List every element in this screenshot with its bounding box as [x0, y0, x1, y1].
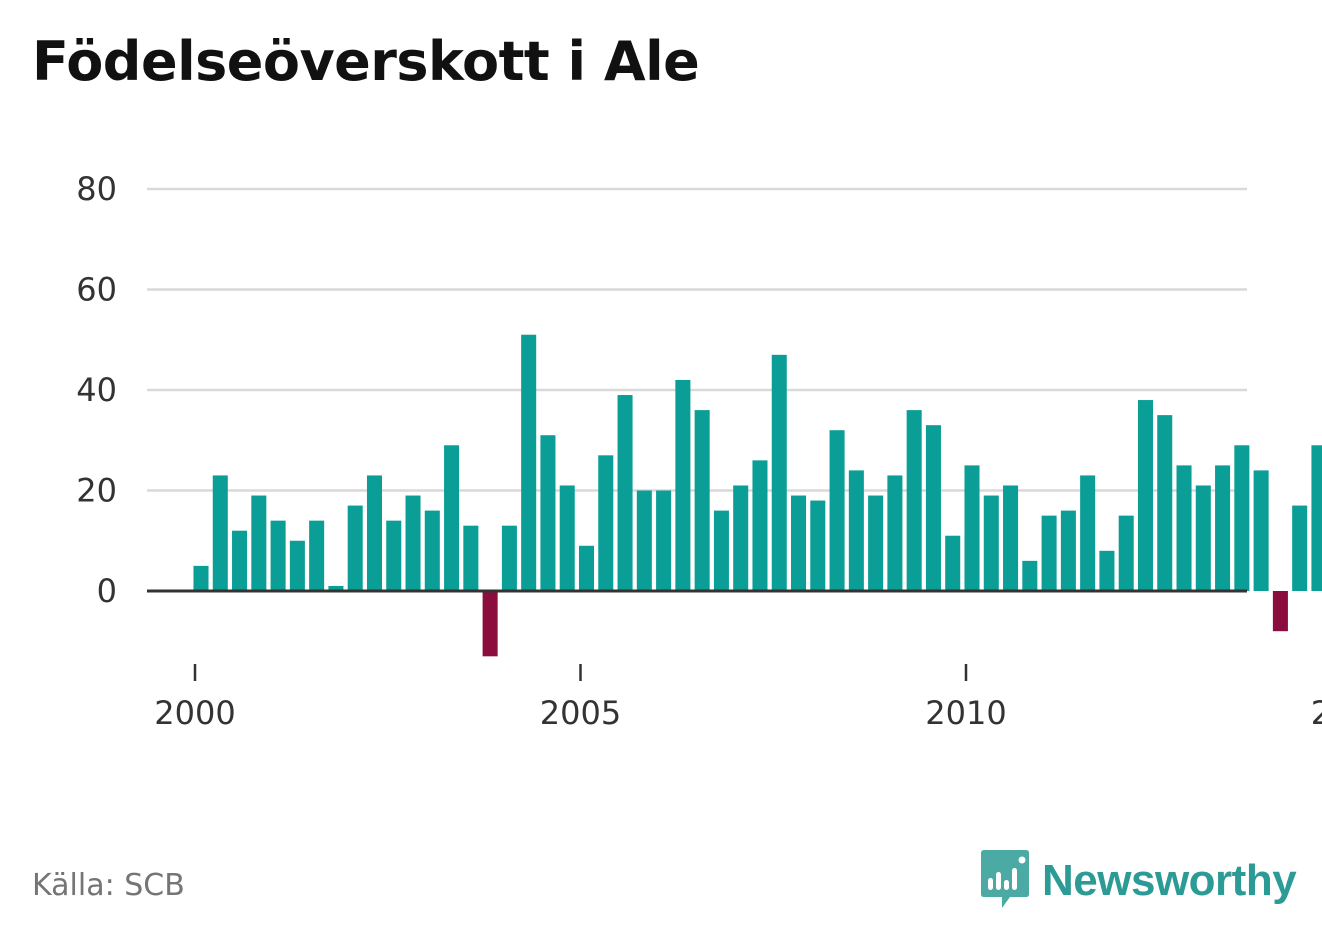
bar — [1003, 485, 1019, 591]
bar — [713, 510, 729, 591]
bar — [501, 525, 517, 591]
bar — [733, 485, 749, 591]
bar — [251, 495, 267, 591]
bar — [1311, 445, 1322, 591]
bar — [694, 410, 710, 591]
gridlines — [147, 187, 1247, 492]
source-label: Källa: SCB — [32, 868, 185, 903]
bar — [347, 505, 363, 591]
bar — [1118, 515, 1134, 591]
bar — [309, 520, 325, 591]
chart-title: Födelseöverskott i Ale — [32, 30, 700, 93]
bar — [1292, 505, 1308, 591]
bar — [887, 475, 903, 591]
bar — [232, 530, 248, 591]
bar — [598, 455, 614, 591]
x-tick-label: 2005 — [540, 694, 621, 732]
bar — [752, 460, 768, 591]
bar — [1022, 560, 1038, 591]
bar — [636, 490, 652, 591]
bar — [1060, 510, 1076, 591]
bar — [983, 495, 999, 591]
y-tick-label: 40 — [76, 371, 117, 409]
y-tick-label: 80 — [76, 170, 117, 208]
bar — [540, 435, 556, 591]
bar — [617, 395, 633, 591]
bar — [906, 410, 922, 591]
brand-name: Newsworthy — [1042, 856, 1297, 905]
bar — [193, 565, 209, 591]
bar — [1195, 485, 1211, 591]
bar — [1099, 550, 1115, 591]
bar — [675, 379, 691, 591]
bar — [482, 591, 498, 657]
bar — [1234, 445, 1250, 591]
bar — [270, 520, 286, 591]
bar — [405, 495, 421, 591]
bar — [559, 485, 575, 591]
bar — [1176, 465, 1192, 591]
bar — [810, 500, 826, 591]
bar — [848, 470, 864, 591]
bar — [444, 445, 460, 591]
bar — [791, 495, 807, 591]
bar — [1041, 515, 1057, 591]
bar — [868, 495, 884, 591]
bar — [829, 430, 845, 591]
bar — [212, 475, 228, 591]
y-axis-ticks: 0 20 40 60 80 — [76, 170, 117, 610]
bar — [1272, 591, 1288, 632]
bar — [463, 525, 479, 591]
bar — [1137, 400, 1153, 591]
x-tick-label: 2000 — [154, 694, 235, 732]
brand-logo[interactable]: Newsworthy — [980, 848, 1297, 914]
bar — [945, 535, 961, 591]
bar — [366, 475, 382, 591]
bar — [964, 465, 980, 591]
bar — [1157, 415, 1173, 591]
bar — [771, 354, 787, 591]
x-axis: 200020052010201520202025 — [147, 589, 1322, 732]
newsworthy-logo-icon — [980, 848, 1030, 914]
bars — [193, 334, 1322, 657]
bar — [328, 585, 344, 591]
y-tick-label: 60 — [76, 271, 117, 309]
bar — [656, 490, 672, 591]
y-tick-label: 20 — [76, 472, 117, 510]
bar — [521, 334, 537, 591]
bar — [925, 425, 941, 591]
bar — [386, 520, 402, 591]
bar — [1253, 470, 1269, 591]
x-tick-label: 2015 — [1311, 694, 1322, 732]
bar — [1080, 475, 1096, 591]
y-tick-label: 0 — [97, 572, 117, 610]
bar — [1215, 465, 1231, 591]
bar — [424, 510, 440, 591]
x-tick-label: 2010 — [925, 694, 1006, 732]
bar — [289, 540, 305, 591]
bar — [578, 545, 595, 591]
